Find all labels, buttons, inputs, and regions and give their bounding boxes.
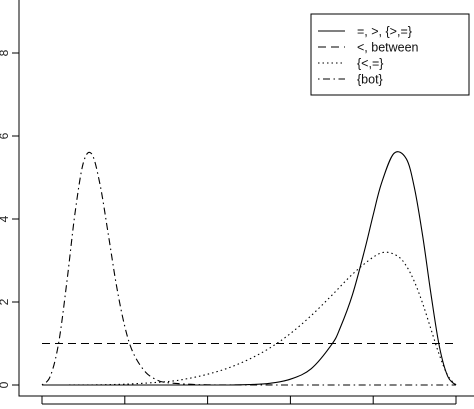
y-tick-label-4: 4 [0,215,11,222]
y-tick-label-6: 6 [0,132,11,139]
series-line-0 [42,151,457,386]
y-axis: 0 2 4 6 8 [0,49,19,388]
legend-label-3: {bot} [357,73,383,87]
series-layer [41,151,457,386]
y-tick-label-8: 8 [0,49,11,56]
legend-label-1: <, between [357,41,419,55]
series-line-3 [41,151,456,386]
plot-frame [18,0,474,397]
x-axis [41,396,457,405]
series-line-2 [41,251,457,386]
legend-label-2: {<,=} [357,57,383,71]
y-tick-label-2: 2 [0,298,11,305]
legend-items: =, >, {>,=} <, between {<,=} {bot} [318,25,419,87]
legend-label-0: =, >, {>,=} [357,25,412,39]
legend: =, >, {>,=} <, between {<,=} {bot} [310,13,470,96]
legend-box [310,13,470,96]
y-tick-label-0: 0 [0,381,11,388]
